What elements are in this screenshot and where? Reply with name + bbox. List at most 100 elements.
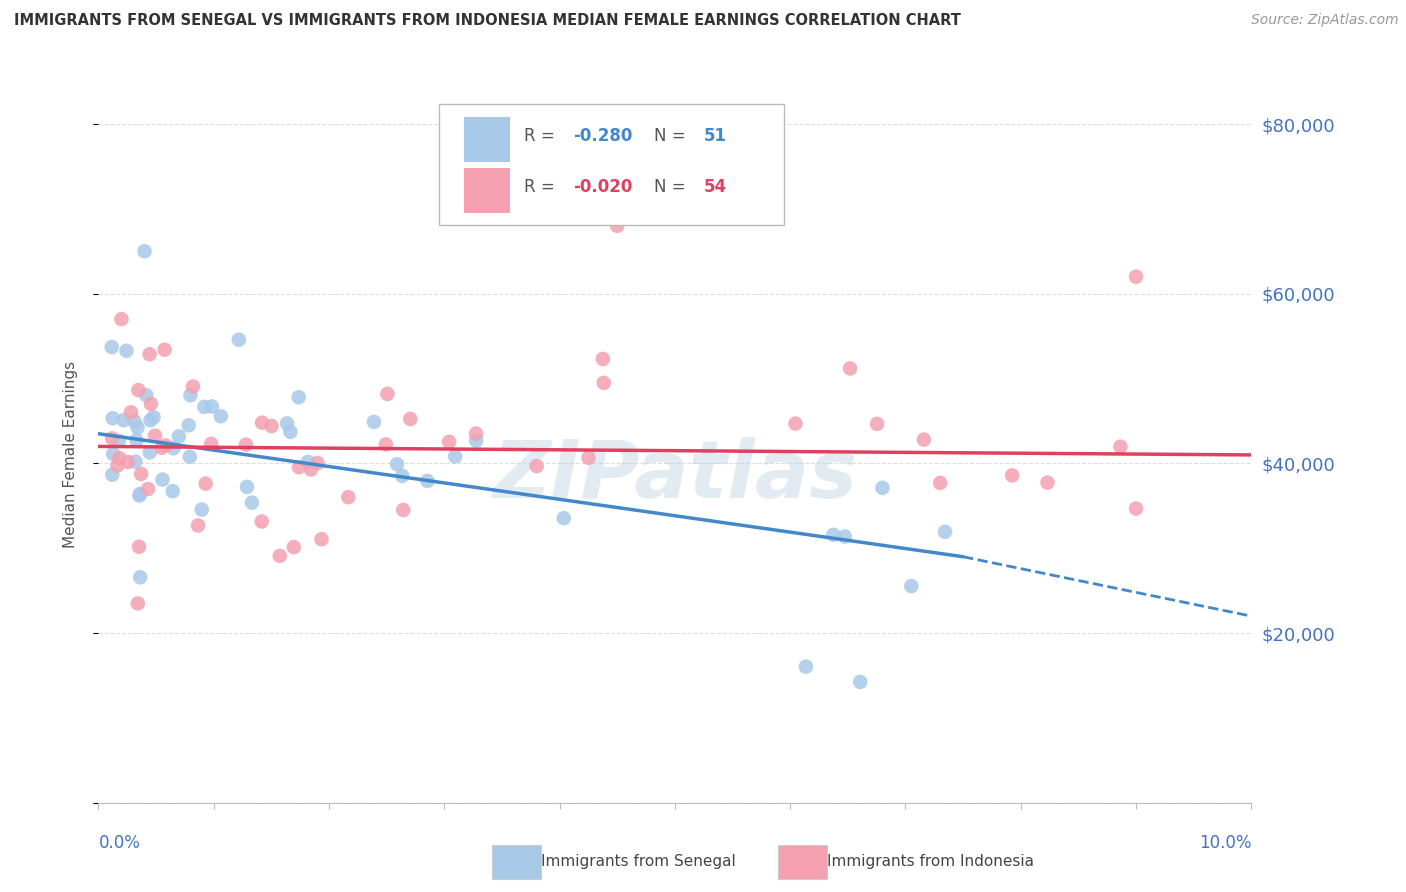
Point	[139, 397, 162, 411]
Point	[250, 416, 273, 430]
Point	[120, 405, 142, 419]
Point	[124, 454, 146, 468]
Point	[912, 433, 935, 447]
Point	[785, 417, 807, 431]
Point	[139, 445, 162, 459]
Point	[135, 388, 157, 402]
Point	[900, 579, 922, 593]
Point	[125, 434, 148, 448]
Text: 51: 51	[704, 128, 727, 145]
Point	[288, 460, 311, 475]
Point	[280, 425, 302, 439]
Text: Source: ZipAtlas.com: Source: ZipAtlas.com	[1251, 13, 1399, 28]
Text: 0.0%: 0.0%	[98, 834, 141, 852]
FancyBboxPatch shape	[439, 103, 785, 226]
Point	[200, 437, 222, 451]
Point	[209, 409, 232, 424]
Point	[592, 351, 614, 366]
Point	[240, 496, 263, 510]
Point	[553, 511, 575, 525]
Point	[399, 412, 422, 426]
Point	[139, 413, 162, 427]
Point	[127, 596, 149, 610]
Point	[108, 451, 131, 466]
Point	[235, 438, 257, 452]
Text: 10.0%: 10.0%	[1199, 834, 1251, 852]
Point	[592, 376, 614, 390]
Point	[377, 387, 399, 401]
Point	[142, 410, 165, 425]
Point	[839, 361, 862, 376]
Point	[129, 467, 152, 481]
Point	[107, 458, 129, 473]
Point	[143, 428, 166, 442]
Point	[107, 434, 129, 448]
Point	[136, 482, 159, 496]
Point	[823, 528, 845, 542]
Point	[162, 484, 184, 499]
Point	[385, 457, 408, 471]
FancyBboxPatch shape	[464, 168, 510, 213]
Text: -0.280: -0.280	[574, 128, 633, 145]
Point	[465, 434, 488, 448]
Point	[101, 447, 124, 461]
Point	[153, 343, 176, 357]
Point	[127, 383, 149, 397]
Point	[834, 530, 856, 544]
Text: N =: N =	[654, 178, 690, 196]
Point	[179, 450, 201, 464]
Point	[138, 347, 160, 361]
Point	[606, 219, 628, 233]
Point	[250, 515, 273, 529]
Point	[101, 432, 124, 446]
Point	[190, 502, 212, 516]
Point	[437, 434, 460, 449]
Point	[849, 674, 872, 689]
Point	[1125, 501, 1147, 516]
Point	[337, 490, 360, 504]
Point	[115, 343, 138, 358]
Point	[299, 462, 322, 476]
Point	[1109, 440, 1132, 454]
Y-axis label: Median Female Earnings: Median Female Earnings	[63, 361, 77, 549]
Point	[794, 659, 817, 673]
Point	[181, 379, 204, 393]
Point	[578, 450, 600, 465]
Point	[444, 450, 467, 464]
Point	[112, 413, 135, 427]
Point	[228, 333, 250, 347]
Point	[101, 411, 124, 425]
Point	[100, 340, 122, 354]
Text: N =: N =	[654, 128, 690, 145]
Point	[187, 518, 209, 533]
Point	[101, 467, 124, 482]
Point	[443, 200, 465, 214]
Point	[167, 429, 190, 443]
FancyBboxPatch shape	[464, 117, 510, 162]
Point	[283, 540, 305, 554]
Point	[128, 540, 150, 554]
Point	[129, 570, 152, 584]
Point	[392, 503, 415, 517]
Point	[201, 400, 224, 414]
Point	[260, 419, 283, 434]
Point	[150, 441, 173, 455]
Point	[526, 459, 548, 474]
Point	[866, 417, 889, 431]
Text: ZIPatlas: ZIPatlas	[492, 437, 858, 515]
Point	[297, 455, 319, 469]
Point	[465, 426, 488, 441]
Text: 54: 54	[704, 178, 727, 196]
Text: R =: R =	[524, 178, 560, 196]
Point	[311, 532, 333, 546]
Point	[929, 475, 952, 490]
Point	[155, 438, 177, 452]
Text: Immigrants from Indonesia: Immigrants from Indonesia	[827, 855, 1033, 869]
Point	[374, 437, 396, 451]
Point	[128, 488, 150, 502]
Point	[934, 524, 956, 539]
Point	[179, 388, 201, 402]
Point	[307, 456, 329, 470]
Text: -0.020: -0.020	[574, 178, 633, 196]
Point	[124, 414, 146, 428]
